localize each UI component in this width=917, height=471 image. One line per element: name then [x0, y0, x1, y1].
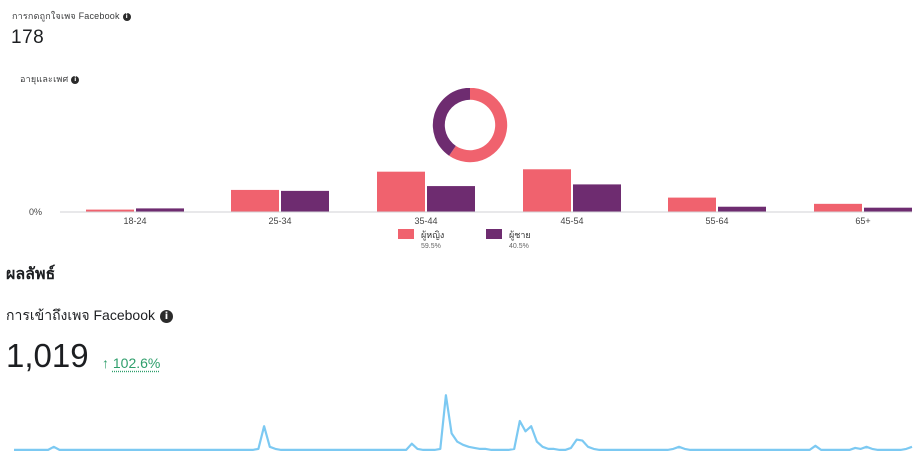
bar-male-45-54[interactable] [573, 184, 621, 212]
page-likes-label-text: การกดถูกใจเพจ Facebook [12, 11, 120, 21]
x-tick-label: 55-64 [705, 216, 728, 226]
bar-female-65+[interactable] [814, 203, 862, 212]
arrow-up-icon: ↑ [102, 355, 109, 371]
age-gender-label-text: อายุและเพศ [20, 74, 69, 84]
gender-donut-chart [432, 88, 508, 163]
page-reach-label-text: การเข้าถึงเพจ Facebook [6, 307, 155, 323]
page-likes-label: การกดถูกใจเพจ Facebook i [12, 9, 131, 23]
bar-female-18-24[interactable] [86, 209, 134, 212]
x-tick-label: 35-44 [414, 216, 437, 226]
reach-series-line[interactable] [14, 394, 913, 452]
bar-female-25-34[interactable] [231, 189, 279, 212]
y-zero-label: 0% [29, 207, 42, 217]
donut-slice-female[interactable] [449, 88, 508, 163]
info-icon[interactable]: i [159, 309, 173, 323]
bar-male-55-64[interactable] [718, 206, 766, 212]
info-icon[interactable]: i [122, 12, 131, 21]
bar-male-25-34[interactable] [281, 190, 329, 212]
x-tick-label: 25-34 [268, 216, 291, 226]
bar-male-65+[interactable] [864, 207, 912, 212]
reach-change-percent[interactable]: 102.6% [112, 355, 161, 371]
legend-swatch-male [486, 229, 502, 239]
bar-female-35-44[interactable] [377, 171, 425, 212]
legend-label: ผู้หญิง [421, 230, 444, 241]
page-likes-value: 178 [11, 27, 45, 48]
reach-line-chart [14, 394, 913, 452]
bar-male-18-24[interactable] [136, 208, 184, 212]
info-icon[interactable]: i [71, 75, 80, 84]
bar-female-45-54[interactable] [523, 169, 571, 212]
legend-label: ผู้ชาย [509, 230, 531, 241]
legend-swatch-female [398, 229, 414, 239]
results-heading: ผลลัพธ์ [6, 266, 56, 283]
bar-male-35-44[interactable] [427, 186, 475, 212]
legend-percent: 40.5% [509, 243, 529, 250]
bar-female-55-64[interactable] [668, 197, 716, 212]
page-reach-value: 1,019 [6, 337, 89, 374]
x-tick-label: 45-54 [560, 216, 583, 226]
x-tick-label: 18-24 [123, 216, 146, 226]
legend-percent: 59.5% [421, 243, 441, 250]
donut-slice-male[interactable] [432, 88, 470, 156]
age-gender-label: อายุและเพศ i [20, 72, 80, 86]
page-reach-label: การเข้าถึงเพจ Facebook i [6, 305, 173, 327]
reach-change-indicator: ↑ 102.6% [102, 355, 160, 371]
age-gender-bar-chart: 0% 18-24 25-34 35-44 45-54 55-64 65+ ผู้หญิง 5… [29, 169, 912, 250]
x-tick-label: 65+ [855, 216, 870, 226]
